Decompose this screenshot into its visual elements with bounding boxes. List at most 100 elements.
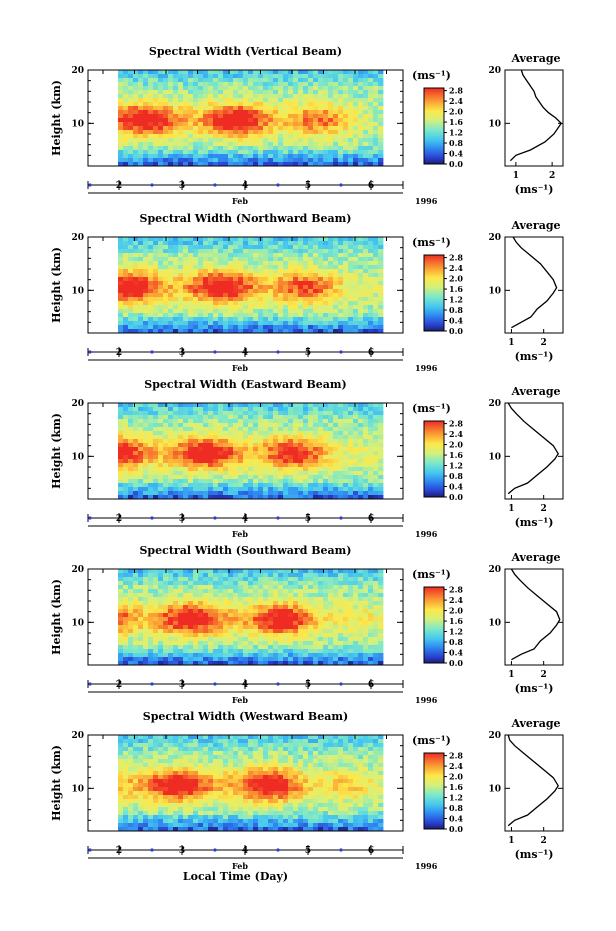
year-label: 1996	[415, 196, 438, 206]
y-tick-label: 20	[71, 233, 84, 243]
heatmap-cells	[118, 569, 384, 666]
time-marker	[88, 848, 92, 852]
colorbar-label: (ms⁻¹)	[412, 734, 451, 747]
colorbar	[423, 254, 445, 332]
y-tick-label: 20	[71, 565, 84, 575]
average-y-tick-label: 20	[488, 66, 501, 76]
panel-title: Spectral Width (Southward Beam)	[139, 544, 351, 557]
average-y-tick-label: 10	[488, 618, 501, 628]
colorbar	[423, 87, 445, 165]
time-marker	[276, 682, 280, 686]
day-tick-label: 4	[242, 680, 248, 690]
y-tick-label: 10	[71, 452, 84, 462]
colorbar-tick-label: 2.4	[449, 595, 463, 605]
heatmap-cells	[118, 237, 384, 334]
average-x-tick-label: 1	[508, 504, 514, 514]
colorbar-tick-label: 2.8	[449, 585, 463, 595]
chart-panel-5: Spectral Width (Westward Beam) 20 10 Height…	[50, 710, 564, 883]
month-label: Feb	[232, 363, 248, 373]
average-x-tick-label: 2	[541, 338, 547, 348]
day-tick-label: 2	[116, 846, 122, 856]
colorbar-tick-label: 2.8	[449, 86, 463, 96]
average-frame	[504, 734, 564, 832]
average-y-tick-label: 20	[488, 565, 501, 575]
day-tick-label: 3	[179, 514, 185, 524]
average-profile-line	[507, 734, 559, 827]
year-label: 1996	[415, 529, 438, 539]
colorbar-tick-label: 0.4	[449, 316, 463, 326]
average-title: Average	[510, 385, 560, 398]
y-tick-label: 10	[71, 784, 84, 794]
colorbar-tick-label: 0.4	[449, 482, 463, 492]
colorbar-tick-label: 2.4	[449, 429, 463, 439]
average-x-label: (ms⁻¹)	[515, 183, 554, 196]
colorbar	[423, 420, 445, 498]
day-tick-label: 2	[116, 680, 122, 690]
day-tick-label: 3	[179, 181, 185, 191]
average-x-tick-label: 2	[541, 670, 547, 680]
month-label: Feb	[232, 196, 248, 206]
month-label: Feb	[232, 529, 248, 539]
month-label: Feb	[232, 695, 248, 705]
colorbar-tick-label: 1.6	[449, 616, 463, 626]
day-tick-label: 2	[116, 181, 122, 191]
average-title: Average	[510, 52, 560, 65]
average-y-tick-label: 10	[488, 119, 501, 129]
time-marker	[150, 848, 154, 852]
colorbar-tick-label: 2.0	[449, 440, 463, 450]
y-tick-label: 20	[71, 731, 84, 741]
colorbar-label: (ms⁻¹)	[412, 402, 451, 415]
colorbar-tick-label: 0.4	[449, 149, 463, 159]
average-y-tick-label: 20	[488, 233, 501, 243]
average-x-tick-label: 1	[508, 836, 514, 846]
colorbar-tick-label: 2.0	[449, 606, 463, 616]
colorbar-tick-label: 1.2	[449, 295, 463, 305]
time-marker	[213, 516, 217, 520]
time-marker	[276, 350, 280, 354]
time-marker	[213, 350, 217, 354]
chart-panel-3: Spectral Width (Eastward Beam) 20 10 Height…	[50, 378, 564, 539]
panel-title: Spectral Width (Vertical Beam)	[149, 45, 342, 58]
day-tick-label: 6	[368, 348, 374, 358]
colorbar	[423, 586, 445, 664]
average-y-tick-label: 20	[488, 399, 501, 409]
average-x-tick-label: 2	[541, 504, 547, 514]
time-marker	[339, 516, 343, 520]
colorbar-tick-label: 1.6	[449, 284, 463, 294]
panel-title: Spectral Width (Westward Beam)	[143, 710, 348, 723]
colorbar-tick-label: 2.8	[449, 751, 463, 761]
time-marker	[276, 516, 280, 520]
y-axis-label: Height (km)	[50, 80, 63, 156]
day-tick-label: 4	[242, 181, 248, 191]
day-tick-label: 3	[179, 680, 185, 690]
colorbar-tick-label: 2.8	[449, 419, 463, 429]
time-marker	[213, 682, 217, 686]
colorbar-tick-label: 1.2	[449, 627, 463, 637]
average-profile-line	[510, 568, 561, 661]
time-marker	[276, 183, 280, 187]
average-x-tick-label: 1	[513, 171, 519, 181]
average-x-label: (ms⁻¹)	[515, 848, 554, 861]
average-frame	[504, 69, 564, 167]
time-marker	[339, 682, 343, 686]
day-tick-label: 3	[179, 846, 185, 856]
time-marker	[213, 183, 217, 187]
colorbar-tick-label: 0.0	[449, 824, 463, 834]
year-label: 1996	[415, 363, 438, 373]
average-x-label: (ms⁻¹)	[515, 516, 554, 529]
plot-frame	[87, 402, 404, 500]
average-x-tick-label: 2	[549, 171, 555, 181]
day-tick-label: 4	[242, 514, 248, 524]
colorbar-tick-label: 2.0	[449, 107, 463, 117]
y-tick-label: 10	[71, 286, 84, 296]
y-tick-label: 20	[71, 66, 84, 76]
average-profile-line	[511, 236, 558, 329]
average-title: Average	[510, 717, 560, 730]
time-marker	[276, 848, 280, 852]
month-label: Feb	[232, 861, 248, 871]
chart-panel-4: Spectral Width (Southward Beam) 20 10 Heigh…	[50, 544, 564, 705]
day-tick-label: 5	[305, 680, 311, 690]
plot-frame	[87, 568, 404, 666]
time-marker	[88, 516, 92, 520]
day-tick-label: 4	[242, 846, 248, 856]
